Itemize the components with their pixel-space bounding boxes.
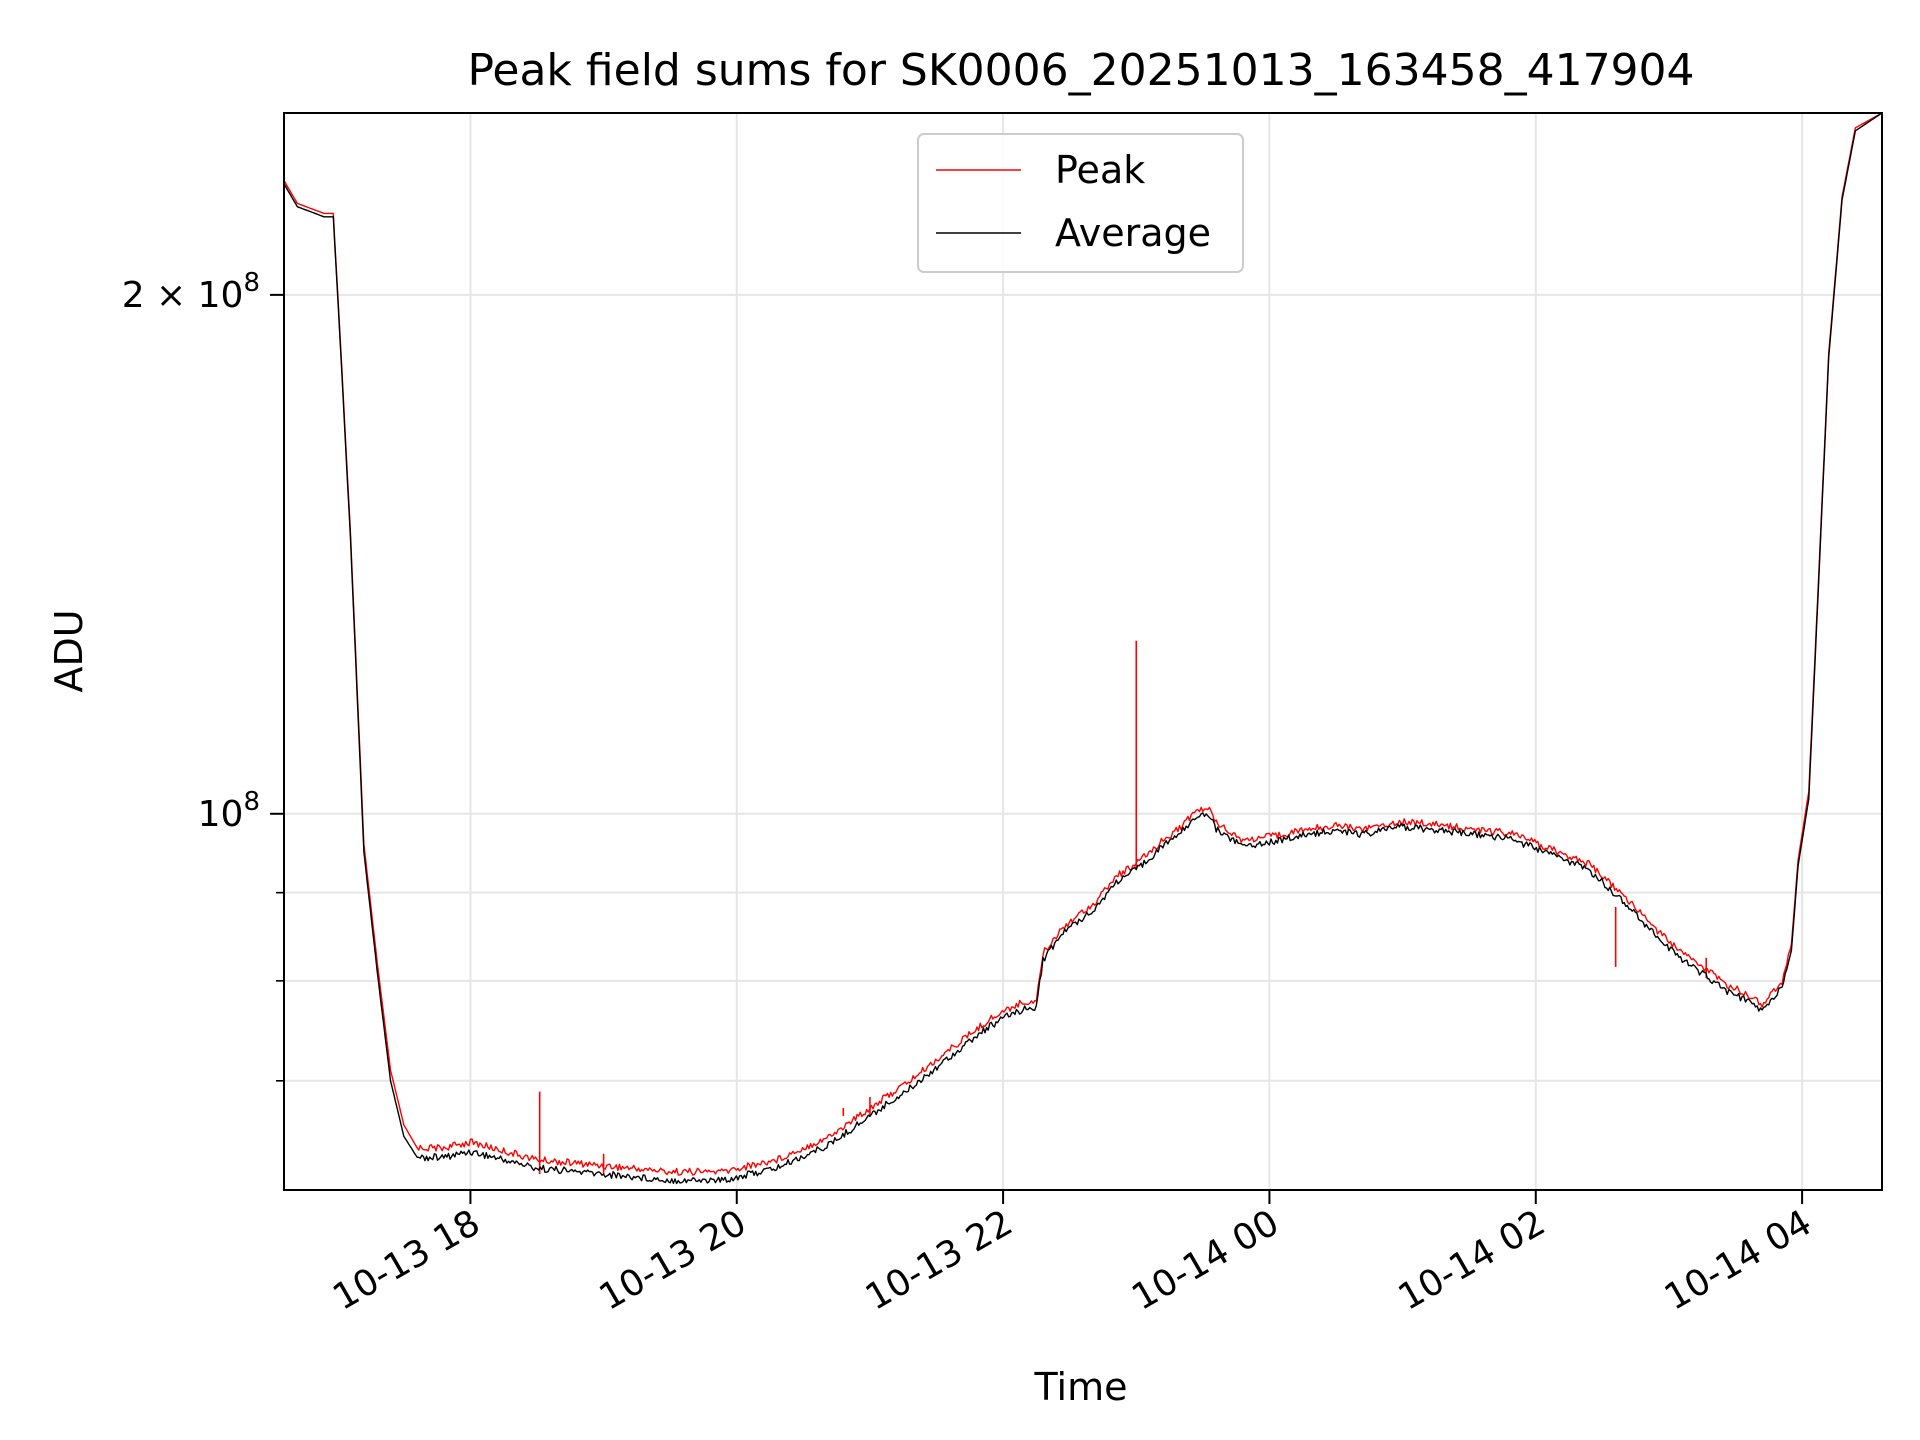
y-tick-label-base: 10 — [198, 794, 244, 835]
legend: Peak Average — [917, 133, 1244, 273]
y-tick-label-base: 2 × 10 — [122, 275, 244, 316]
series-average-line — [284, 113, 1882, 1185]
legend-box — [917, 133, 1244, 273]
legend-peak-label: Peak — [1055, 148, 1145, 192]
y-tick-label: 2 × 108 — [122, 268, 260, 316]
axes-frame — [283, 112, 1883, 1191]
plot-area — [284, 113, 1882, 1185]
series-peak-line — [284, 113, 1882, 1176]
y-tick-label: 108 — [198, 787, 260, 835]
y-tick-label-exponent: 8 — [243, 787, 260, 817]
grid — [284, 113, 1882, 1190]
y-axis-label: ADU — [47, 609, 91, 692]
x-axis-label: Time — [1034, 1365, 1128, 1409]
chart-title: Peak field sums for SK0006_20251013_1634… — [467, 45, 1694, 96]
y-tick-label-exponent: 8 — [243, 268, 260, 298]
legend-average-label: Average — [1055, 211, 1211, 255]
